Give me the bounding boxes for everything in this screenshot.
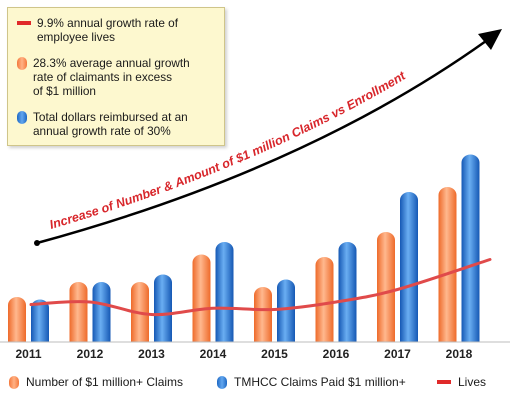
orange-dot-marker bbox=[17, 57, 27, 70]
bar-claims-count-2018 bbox=[438, 187, 457, 351]
bar-claims-paid-2017 bbox=[400, 192, 418, 351]
bar-claims-paid-2015 bbox=[277, 279, 295, 351]
bar-claims-paid-2013 bbox=[154, 274, 172, 351]
note-claimants-line3: of $1 million bbox=[33, 84, 96, 98]
x-tick-label-2015: 2015 bbox=[261, 347, 288, 361]
legend-label-claims-paid: TMHCC Claims Paid $1 million+ bbox=[234, 375, 406, 389]
arrow-head bbox=[478, 29, 502, 50]
note-lives: 9.9% annual growth rate of employee live… bbox=[17, 16, 218, 44]
x-tick-label-2018: 2018 bbox=[446, 347, 473, 361]
note-claimants: 28.3% average annual growth rate of clai… bbox=[17, 56, 218, 98]
red-line-marker bbox=[17, 21, 31, 25]
x-tick-label-2017: 2017 bbox=[384, 347, 411, 361]
legend-item-claims-paid: TMHCC Claims Paid $1 million+ bbox=[217, 375, 406, 389]
legend-item-lives: Lives bbox=[437, 375, 486, 389]
bar-claims-paid-2012 bbox=[92, 282, 111, 351]
note-claimants-line2: rate of claimants in excess bbox=[33, 70, 172, 84]
arrow-start-dot bbox=[34, 240, 40, 246]
note-lives-line1: 9.9% annual growth rate of bbox=[37, 16, 178, 30]
x-tick-label-2012: 2012 bbox=[77, 347, 104, 361]
x-axis-labels: 2011 2012 2013 2014 2015 2016 2017 2018 bbox=[15, 347, 472, 361]
legend-item-claims-count: Number of $1 million+ Claims bbox=[9, 375, 183, 389]
bar-claims-paid-2014 bbox=[215, 242, 234, 351]
bar-claims-count-2014 bbox=[192, 254, 211, 351]
x-tick-label-2013: 2013 bbox=[138, 347, 165, 361]
bar-claims-paid-2016 bbox=[338, 242, 357, 351]
baseline-mask bbox=[0, 342, 510, 372]
bar-claims-paid-2011 bbox=[31, 299, 49, 351]
x-tick-label-2016: 2016 bbox=[323, 347, 350, 361]
note-dollars: Total dollars reimbursed at an annual gr… bbox=[17, 110, 218, 138]
legend-notes-box: 9.9% annual growth rate of employee live… bbox=[7, 7, 225, 146]
note-claimants-line1: 28.3% average annual growth bbox=[33, 56, 190, 70]
bar-claims-count-2015 bbox=[254, 287, 272, 351]
note-lives-line2: employee lives bbox=[37, 30, 116, 44]
legend-label-lives: Lives bbox=[458, 375, 487, 389]
bottom-legend: Number of $1 million+ Claims TMHCC Claim… bbox=[0, 372, 510, 394]
legend-label-claims-count: Number of $1 million+ Claims bbox=[26, 375, 184, 389]
blue-dot-marker bbox=[17, 111, 27, 124]
x-tick-label-2011: 2011 bbox=[15, 347, 41, 361]
lives-line bbox=[29, 258, 492, 317]
bar-claims-count-2012 bbox=[69, 282, 88, 351]
bars-group bbox=[0, 154, 510, 372]
bar-claims-paid-2018 bbox=[461, 154, 480, 351]
red-line-icon bbox=[437, 380, 451, 384]
orange-dot-icon bbox=[9, 375, 19, 389]
bar-claims-count-2011 bbox=[8, 297, 26, 351]
blue-dot-icon bbox=[217, 375, 227, 389]
bar-claims-count-2013 bbox=[131, 282, 149, 351]
note-dollars-line2: annual growth rate of 30% bbox=[33, 124, 171, 138]
x-tick-label-2014: 2014 bbox=[200, 347, 227, 361]
note-dollars-line1: Total dollars reimbursed at an bbox=[33, 110, 188, 124]
